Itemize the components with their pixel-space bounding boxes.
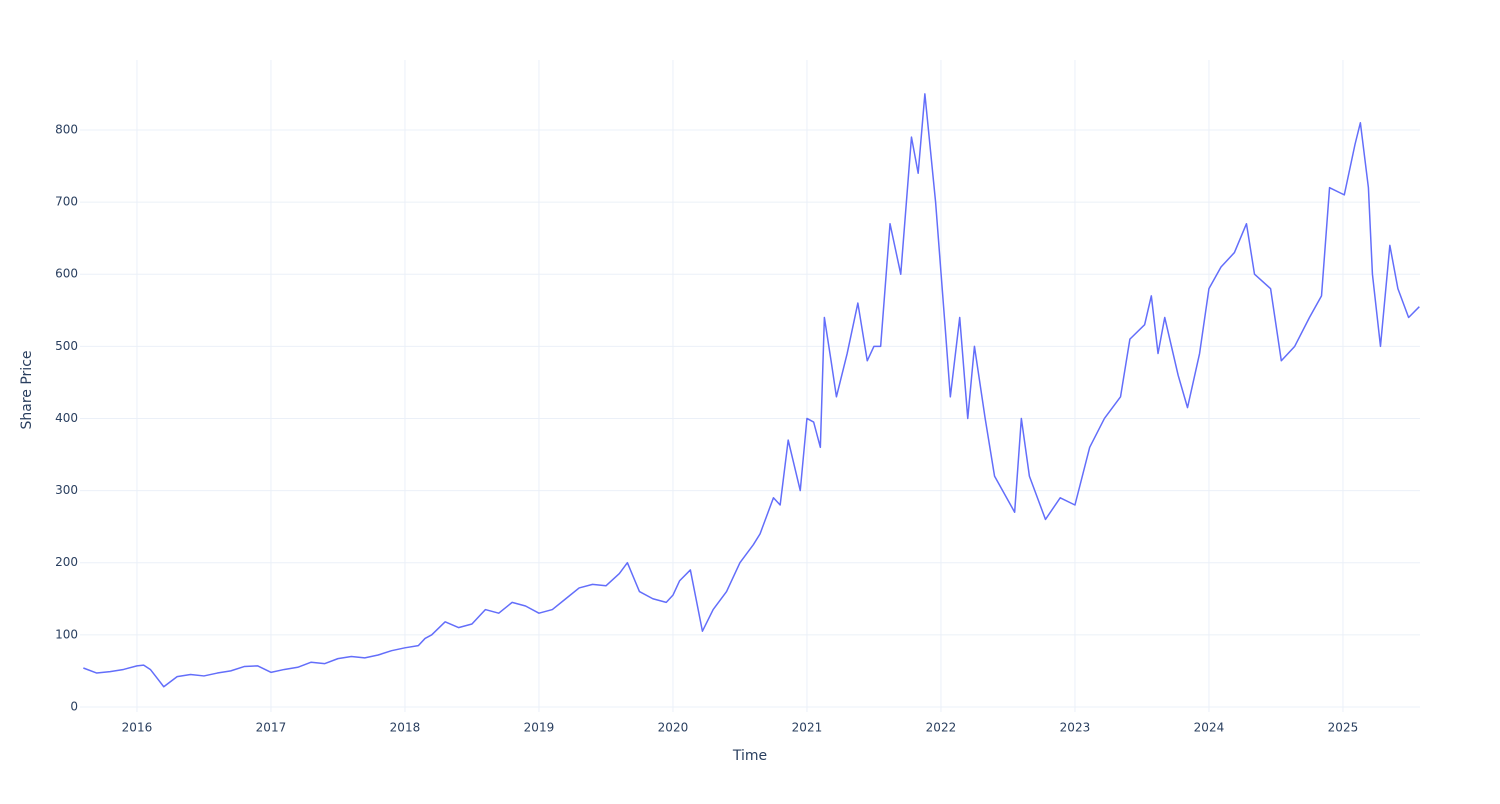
x-tick-label: 2018 <box>390 721 421 735</box>
y-tick-label: 600 <box>55 267 78 281</box>
x-tick-label: 2022 <box>926 721 957 735</box>
y-axis-title: Share Price <box>19 350 35 429</box>
line <box>83 93 1420 688</box>
y-tick-label: 100 <box>55 627 78 641</box>
x-tick-label: 2019 <box>524 721 555 735</box>
x-tick-label: 2023 <box>1060 721 1091 735</box>
x-tick-label: 2021 <box>792 721 823 735</box>
x-tick-label: 2017 <box>256 721 287 735</box>
y-tick-label: 0 <box>70 699 78 713</box>
x-tick-label: 2016 <box>122 721 153 735</box>
y-tick-label: 400 <box>55 411 78 425</box>
x-tick-label: 2025 <box>1328 721 1359 735</box>
x-tick-label: 2024 <box>1194 721 1225 735</box>
y-tick-label: 300 <box>55 483 78 497</box>
y-tick-label: 500 <box>55 339 78 353</box>
y-tick-label: 200 <box>55 555 78 569</box>
y-tick-label: 700 <box>55 195 78 209</box>
x-axis-title: Time <box>732 748 767 764</box>
x-tick-label: 2020 <box>658 721 689 735</box>
y-tick-label: 800 <box>55 122 78 136</box>
